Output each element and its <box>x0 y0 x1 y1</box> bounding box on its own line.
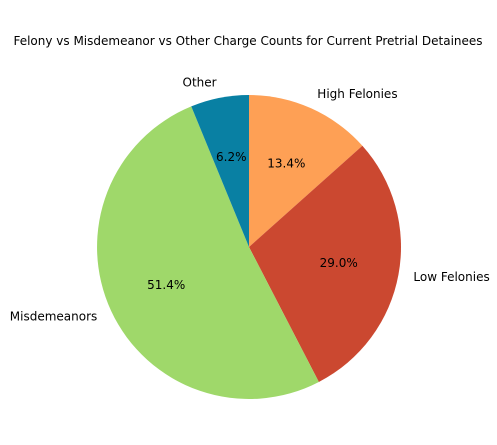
pie-slice-misdemeanors <box>97 106 319 399</box>
slice-percent-other: 6.2% <box>216 150 247 164</box>
pie-labels: High Felonies 13.4% Low Felonies 29.0% Misde… <box>10 76 490 324</box>
slice-label-other: Other <box>183 76 217 90</box>
slice-percent-misdemeanors: 51.4% <box>147 278 185 292</box>
pie-slices <box>97 95 401 399</box>
pie-slice-low-felonies <box>249 145 401 382</box>
slice-percent-low-felonies: 29.0% <box>320 256 358 270</box>
slice-percent-high-felonies: 13.4% <box>267 156 305 170</box>
chart-title: Felony vs Misdemeanor vs Other Charge Co… <box>13 34 482 48</box>
slice-label-misdemeanors: Misdemeanors <box>10 310 98 324</box>
pie-slice-high-felonies <box>249 95 363 247</box>
slice-label-high-felonies: High Felonies <box>317 87 397 101</box>
slice-label-low-felonies: Low Felonies <box>413 270 489 284</box>
pie-slice-other <box>191 95 249 247</box>
